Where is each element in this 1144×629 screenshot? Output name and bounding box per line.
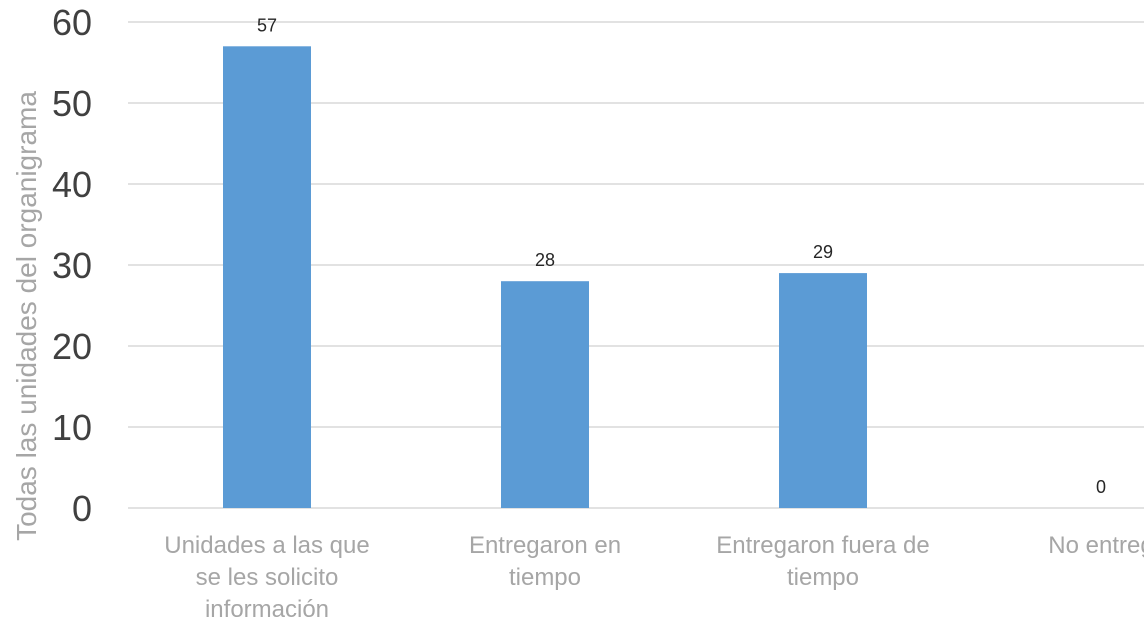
data-label: 0 <box>1096 477 1106 497</box>
y-tick-label: 60 <box>52 2 92 43</box>
y-axis-ticks: 0 10 20 30 40 50 60 <box>52 2 92 529</box>
data-label: 57 <box>257 15 277 35</box>
bar <box>223 46 311 509</box>
y-tick-label: 0 <box>72 488 92 529</box>
data-label: 29 <box>813 242 833 262</box>
data-label: 28 <box>535 250 555 270</box>
bars <box>223 46 867 509</box>
bar <box>501 281 589 508</box>
y-tick-label: 10 <box>52 407 92 448</box>
y-tick-label: 20 <box>52 326 92 367</box>
x-tick-label: Entregaron fuera de tiempo <box>716 532 929 591</box>
x-tick-label: Entregaron en tiempo <box>469 532 621 591</box>
y-tick-label: 30 <box>52 245 92 286</box>
x-axis-categories: Unidades a las que se les solicito informa… <box>164 532 1144 623</box>
data-labels: 57 28 29 0 <box>257 15 1106 497</box>
y-tick-label: 50 <box>52 83 92 124</box>
y-tick-label: 40 <box>52 164 92 205</box>
x-tick-label: Unidades a las que se les solicito informa… <box>164 532 369 623</box>
y-axis-title: Todas las unidades del organigrama <box>11 91 42 541</box>
bar <box>779 273 867 508</box>
x-tick-label: No entreg <box>1048 532 1144 559</box>
